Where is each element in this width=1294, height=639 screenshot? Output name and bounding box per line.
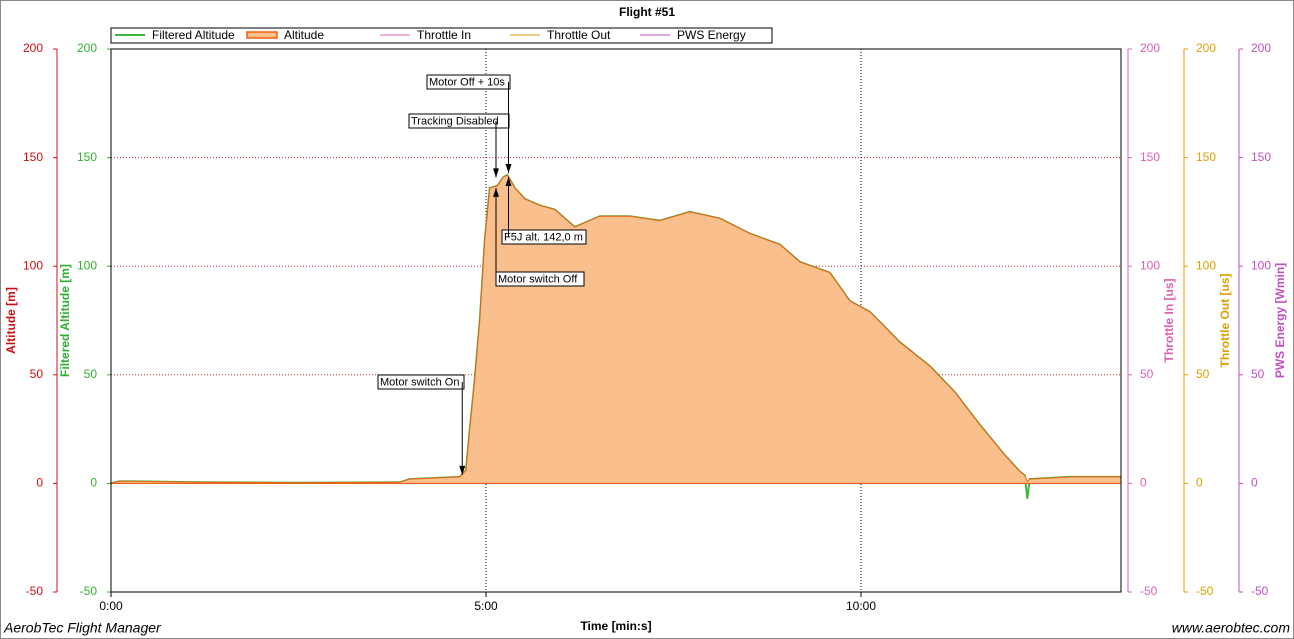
y-tick-label: 100	[1140, 258, 1160, 272]
y-tick-label: 0	[1251, 476, 1258, 490]
legend-label: Altitude	[284, 28, 324, 42]
y-axis-title: PWS Energy [Wmin]	[1273, 263, 1287, 378]
y-tick-label: 50	[1140, 367, 1154, 381]
y-tick-label: 0	[36, 476, 43, 490]
plot-border	[110, 48, 1122, 593]
y-tick-label: -50	[1251, 584, 1269, 598]
y-tick-label: 150	[1140, 150, 1160, 164]
x-tick-label: 0:00	[99, 599, 123, 613]
legend-label: Filtered Altitude	[152, 28, 235, 42]
annotation-label: Tracking Disabled	[411, 115, 499, 127]
y-axis-title: Throttle Out [us]	[1218, 274, 1232, 368]
y-tick-label: 200	[1140, 41, 1160, 55]
annotation-box	[501, 229, 587, 245]
x-tick-label: 10:00	[846, 599, 876, 613]
legend-swatch	[246, 31, 278, 39]
y-tick-label: 0	[1140, 476, 1147, 490]
footer-left: AerobTec Flight Manager	[3, 620, 162, 636]
y-tick-label: -50	[1140, 584, 1158, 598]
y-tick-label: 0	[1196, 476, 1203, 490]
x-tick-label: 5:00	[474, 599, 498, 613]
annotation-label: Motor switch On	[380, 376, 459, 388]
area	[110, 174, 1122, 484]
y-tick-label: 100	[1196, 258, 1216, 272]
y-tick-label: 200	[23, 41, 43, 55]
y-tick-label: -50	[1196, 584, 1214, 598]
legend-label: Throttle In	[417, 28, 471, 42]
y-tick-label: 50	[1196, 367, 1210, 381]
x-axis-title: Time [min:s]	[580, 619, 651, 633]
legend-label: Throttle Out	[547, 28, 611, 42]
y-tick-label: 100	[77, 258, 97, 272]
annotation-label: F5J alt. 142,0 m	[504, 231, 583, 243]
y-tick-label: 50	[1251, 367, 1265, 381]
y-axis-title: Filtered Altitude [m]	[58, 264, 72, 377]
y-tick-label: 150	[77, 150, 97, 164]
y-axis-title: Altitude [m]	[4, 287, 18, 354]
y-tick-label: 200	[77, 41, 97, 55]
arrow-head	[505, 163, 512, 173]
legend-label: PWS Energy	[677, 28, 746, 42]
y-axis-title: Throttle In [us]	[1162, 279, 1176, 363]
y-tick-label: 100	[23, 258, 43, 272]
arrow-head	[493, 168, 499, 178]
arrow-head	[493, 187, 499, 197]
y-tick-label: 50	[30, 367, 44, 381]
annotation-box	[426, 74, 511, 90]
annotation-label: Motor Off + 10s	[429, 76, 505, 88]
y-tick-label: -50	[26, 584, 44, 598]
y-tick-label: 100	[1251, 258, 1271, 272]
y-tick-label: 200	[1251, 41, 1271, 55]
annotation-box	[377, 374, 465, 390]
y-tick-label: 50	[84, 367, 98, 381]
arrow-head	[459, 465, 466, 475]
chart-title: Flight #51	[619, 5, 675, 19]
y-tick-label: 150	[23, 150, 43, 164]
y-tick-label: 200	[1196, 41, 1216, 55]
y-tick-label: 150	[1251, 150, 1271, 164]
y-tick-label: -50	[80, 584, 98, 598]
y-tick-label: 0	[90, 476, 97, 490]
arrow-head	[505, 176, 512, 186]
y-tick-label: 150	[1196, 150, 1216, 164]
footer-right: www.aerobtec.com	[1172, 620, 1291, 636]
annotation-label: Motor switch Off	[498, 273, 578, 285]
